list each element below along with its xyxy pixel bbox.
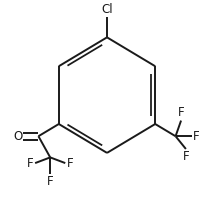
- Text: F: F: [27, 157, 34, 170]
- Text: F: F: [193, 130, 200, 143]
- Text: Cl: Cl: [101, 3, 113, 16]
- Text: O: O: [13, 130, 22, 143]
- Text: F: F: [67, 157, 73, 170]
- Text: F: F: [183, 150, 189, 163]
- Text: F: F: [178, 106, 184, 119]
- Text: F: F: [47, 175, 54, 188]
